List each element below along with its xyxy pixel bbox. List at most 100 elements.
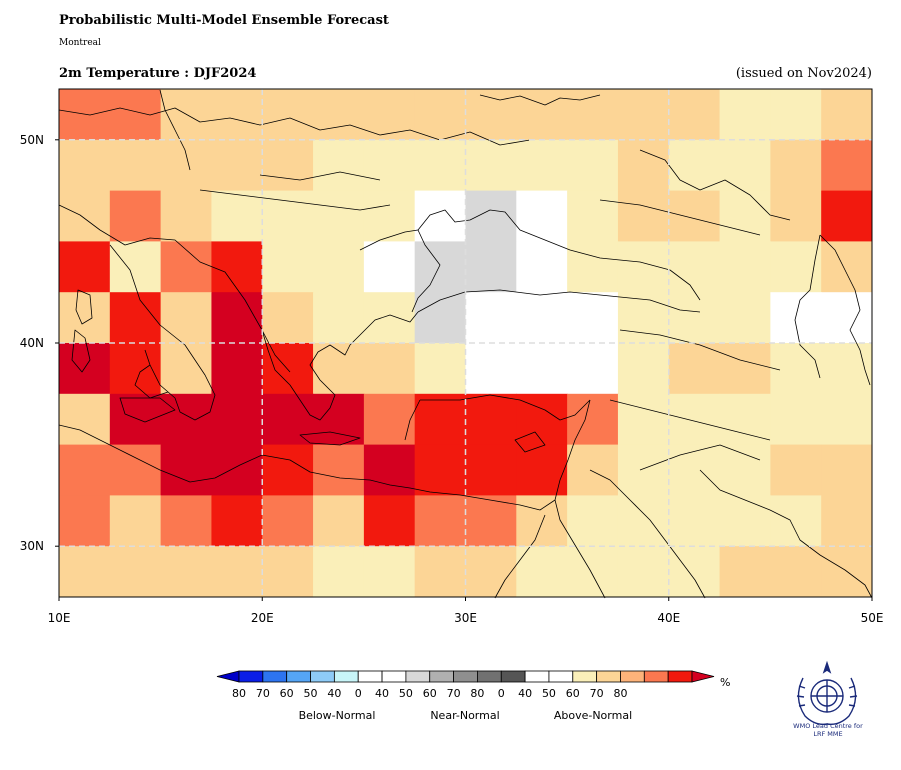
grid-cell [109,343,162,395]
grid-cell [516,343,568,395]
colorbar-tick-label: 80 [613,687,627,700]
grid-cell [160,495,212,547]
grid-cell [617,495,670,547]
grid-cell [719,139,771,192]
grid-cell [414,139,466,192]
grid-cell [821,343,873,395]
grid-cell [59,241,111,293]
colorbar-segment [548,670,574,683]
grid-cell [668,546,721,598]
grid-cell [617,393,670,446]
grid-cell [363,495,416,547]
grid-cell [414,241,466,293]
grid-cell [160,190,212,242]
colorbar-tick-label: 60 [423,687,437,700]
grid-cell [363,241,416,293]
grid-cell [516,241,568,293]
grid-cell [363,139,416,192]
grid-cell [821,292,873,344]
grid-cell [211,89,263,141]
chart-title: Probabilistic Multi-Model Ensemble Forec… [59,13,389,28]
grid-cell [262,495,314,547]
grid-cell [465,444,517,496]
grid-cell [465,292,517,344]
colorbar-tick-labels: 80 70 60 50 40 0 40 50 60 70 80 0 40 50 60 70 80 [232,687,627,700]
grid-cell [363,89,416,141]
grid-cell [59,393,111,446]
grid-cell [262,241,314,293]
grid-cell [465,190,517,242]
grid-cell [313,190,365,242]
grid-cell [719,241,771,293]
y-tick-label: 50N [20,133,44,147]
grid-cell [668,139,721,192]
x-tick-label: 50E [861,611,884,625]
colorbar-tick-label: 60 [280,687,294,700]
grid-cell [567,89,619,141]
grid-cell [262,393,314,446]
grid-cell [770,89,822,141]
grid-cell [414,393,466,446]
grid-cell [313,292,365,344]
colorbar-tick-label: 70 [590,687,604,700]
grid-cell [567,343,619,395]
grid-cell [516,190,568,242]
colorbar-tick-label: 80 [470,687,484,700]
colorbar-tick-label: 0 [498,687,505,700]
grid-cell [770,393,822,446]
grid-cell [262,292,314,344]
y-tick-label: 40N [20,336,44,350]
grid-cell [567,444,619,496]
issued-date: (issued on Nov2024) [735,66,872,81]
y-axis: 30N 40N 50N [20,133,59,553]
grid-cell [821,190,873,242]
grid-cell [516,292,568,344]
grid-cell [668,393,721,446]
colorbar-segment [357,670,383,683]
grid-cell [414,190,466,242]
colorbar-segment [477,670,502,683]
colorbar [216,670,715,683]
grid-cell [668,241,721,293]
graticule [59,89,872,597]
grid-cell [465,546,517,598]
grid-cell [109,139,162,192]
grid-cell [719,393,771,446]
grid-cell [465,393,517,446]
grid-cell [160,292,212,344]
grid-cell [211,393,263,446]
grid-cell [313,241,365,293]
colorbar-segment [667,670,693,683]
grid-cell [617,444,670,496]
grid-cell [59,139,111,192]
colorbar-segment [262,670,288,683]
grid-cell [262,343,314,395]
grid-cell [59,190,111,242]
grid-cell [262,546,314,598]
y-tick-label: 30N [20,539,44,553]
grid-cell [160,393,212,446]
grid-cell [160,546,212,598]
grid-cell [363,190,416,242]
grid-cell [465,343,517,395]
grid-cell [160,139,212,192]
grid-cell [109,190,162,242]
grid-cell [516,89,568,141]
grid-cell [719,190,771,242]
grid-cell [617,190,670,242]
grid-cell [770,190,822,242]
grid-cell [465,495,517,547]
grid-cell [668,343,721,395]
grid-cell [770,241,822,293]
grid-cell [770,495,822,547]
grid-cell [262,89,314,141]
grid-cell [770,343,822,395]
colorbar-tick-label: 70 [447,687,461,700]
grid-cell [414,444,466,496]
grid-cell [160,343,212,395]
grid-cell [821,139,873,192]
grid-cell [363,444,416,496]
colorbar-high-extend [691,670,715,683]
grid-cell [109,241,162,293]
legend-group-near: Near-Normal [430,709,499,722]
